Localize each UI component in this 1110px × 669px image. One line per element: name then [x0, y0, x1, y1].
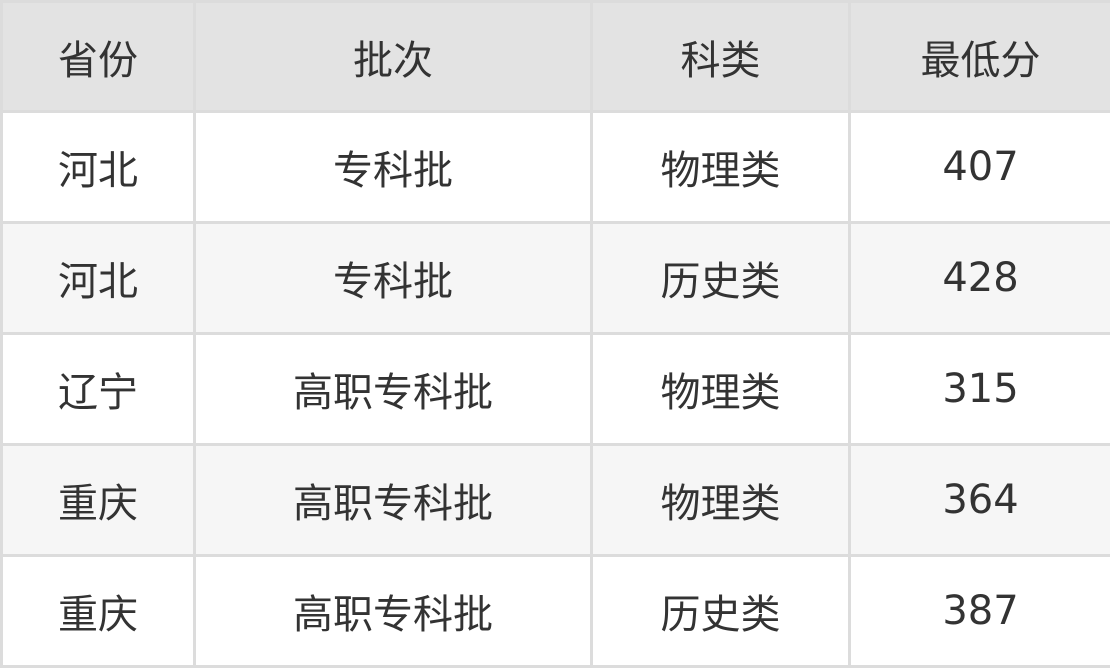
cell-category: 物理类	[590, 443, 851, 557]
table-row: 重庆 高职专科批 历史类 387	[0, 554, 1110, 668]
cell-category: 物理类	[590, 110, 851, 224]
cell-batch: 高职专科批	[193, 443, 593, 557]
header-province: 省份	[0, 0, 196, 113]
cell-category: 历史类	[590, 554, 851, 668]
cell-category: 历史类	[590, 221, 851, 335]
cell-province: 重庆	[0, 554, 196, 668]
cell-min-score: 387	[848, 554, 1110, 668]
cell-min-score: 315	[848, 332, 1110, 446]
table-row: 辽宁 高职专科批 物理类 315	[0, 332, 1110, 446]
table-row: 重庆 高职专科批 物理类 364	[0, 443, 1110, 557]
cell-batch: 专科批	[193, 110, 593, 224]
cell-province: 河北	[0, 110, 196, 224]
cell-province: 重庆	[0, 443, 196, 557]
table-header-row: 省份 批次 科类 最低分	[0, 0, 1110, 113]
header-batch: 批次	[193, 0, 593, 113]
cell-min-score: 364	[848, 443, 1110, 557]
header-min-score: 最低分	[848, 0, 1110, 113]
cell-min-score: 428	[848, 221, 1110, 335]
table-row: 河北 专科批 物理类 407	[0, 110, 1110, 224]
cell-province: 辽宁	[0, 332, 196, 446]
cell-province: 河北	[0, 221, 196, 335]
table-row: 河北 专科批 历史类 428	[0, 221, 1110, 335]
cell-category: 物理类	[590, 332, 851, 446]
header-category: 科类	[590, 0, 851, 113]
cell-batch: 高职专科批	[193, 332, 593, 446]
cell-batch: 高职专科批	[193, 554, 593, 668]
cell-batch: 专科批	[193, 221, 593, 335]
cell-min-score: 407	[848, 110, 1110, 224]
